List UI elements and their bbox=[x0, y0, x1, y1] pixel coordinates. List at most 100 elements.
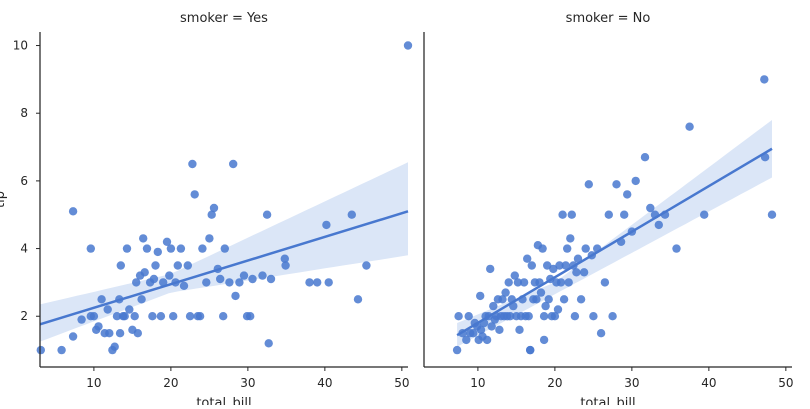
data-point bbox=[133, 329, 142, 338]
data-point bbox=[532, 295, 541, 304]
data-point bbox=[216, 274, 225, 284]
data-point bbox=[362, 261, 371, 270]
data-point bbox=[559, 295, 569, 304]
data-point bbox=[403, 41, 413, 50]
data-point bbox=[125, 305, 134, 314]
data-point bbox=[176, 244, 186, 253]
data-point bbox=[322, 220, 331, 230]
data-point bbox=[130, 312, 139, 321]
data-point bbox=[576, 295, 586, 304]
x-tick-label: 20 bbox=[547, 376, 562, 390]
data-point bbox=[219, 312, 228, 321]
data-point bbox=[462, 335, 471, 345]
data-point bbox=[566, 234, 575, 243]
data-point bbox=[486, 264, 495, 274]
data-point bbox=[313, 278, 322, 287]
data-point bbox=[231, 291, 240, 301]
data-point bbox=[596, 329, 606, 338]
data-point bbox=[142, 244, 152, 253]
x-tick-label: 50 bbox=[394, 376, 409, 390]
data-point bbox=[604, 210, 613, 219]
x-tick-label: 10 bbox=[470, 376, 485, 390]
data-point bbox=[572, 268, 581, 277]
data-point bbox=[68, 207, 78, 216]
data-point bbox=[553, 305, 563, 314]
data-point bbox=[148, 312, 157, 321]
data-point bbox=[68, 332, 78, 341]
data-point bbox=[527, 261, 536, 270]
data-point bbox=[561, 261, 570, 270]
data-point bbox=[489, 301, 498, 311]
data-point bbox=[122, 244, 132, 253]
y-axis-label: tip bbox=[0, 191, 8, 208]
data-point bbox=[165, 271, 174, 280]
data-point bbox=[510, 271, 519, 280]
data-point bbox=[151, 261, 160, 270]
data-point bbox=[513, 278, 523, 287]
data-point bbox=[482, 335, 492, 345]
data-point bbox=[220, 244, 229, 253]
data-point bbox=[506, 312, 515, 321]
data-point bbox=[523, 254, 532, 263]
data-point bbox=[103, 305, 112, 314]
data-point bbox=[207, 210, 216, 219]
x-tick-label: 30 bbox=[624, 376, 639, 390]
data-point bbox=[264, 339, 273, 348]
data-point bbox=[347, 210, 356, 219]
data-point bbox=[631, 176, 640, 186]
data-point bbox=[501, 288, 510, 297]
data-point bbox=[140, 268, 149, 277]
data-point bbox=[57, 345, 66, 355]
data-point bbox=[149, 274, 159, 284]
data-point bbox=[564, 278, 573, 287]
data-point bbox=[539, 312, 549, 321]
x-tick-label: 20 bbox=[163, 376, 178, 390]
data-point bbox=[137, 295, 146, 304]
data-point bbox=[620, 210, 629, 219]
x-tick-label: 40 bbox=[317, 376, 332, 390]
data-point bbox=[654, 220, 663, 230]
data-point bbox=[685, 122, 694, 131]
data-point bbox=[205, 234, 214, 243]
data-point bbox=[524, 312, 533, 321]
data-point bbox=[115, 329, 125, 338]
data-point bbox=[105, 329, 114, 338]
data-point bbox=[579, 268, 589, 277]
data-point bbox=[262, 210, 272, 219]
data-point bbox=[454, 312, 463, 321]
data-point bbox=[169, 312, 178, 321]
data-point bbox=[183, 261, 192, 270]
x-tick-label: 40 bbox=[701, 376, 716, 390]
y-tick-label: 2 bbox=[20, 309, 28, 323]
data-point bbox=[555, 261, 564, 270]
y-tick-label: 8 bbox=[20, 106, 28, 120]
y-tick-label: 6 bbox=[20, 174, 28, 188]
data-point bbox=[550, 312, 560, 321]
data-point bbox=[464, 312, 473, 321]
data-point bbox=[519, 278, 529, 287]
data-point bbox=[640, 153, 650, 162]
data-point bbox=[536, 288, 546, 297]
data-point bbox=[608, 312, 617, 321]
data-point bbox=[672, 244, 681, 253]
data-point bbox=[495, 325, 504, 334]
data-point bbox=[581, 244, 590, 253]
data-point bbox=[116, 261, 126, 270]
data-point bbox=[623, 190, 632, 199]
data-point bbox=[543, 261, 552, 270]
data-point bbox=[280, 254, 289, 263]
data-point bbox=[469, 329, 478, 338]
facet-smoker-no: 10 20 30 40 50 smoker = No total_bill bbox=[423, 11, 793, 409]
data-point bbox=[570, 312, 580, 321]
data-point bbox=[760, 75, 769, 84]
data-point bbox=[112, 312, 122, 321]
data-point bbox=[190, 190, 199, 199]
data-point bbox=[266, 274, 276, 284]
x-tick-label: 10 bbox=[86, 376, 101, 390]
data-point bbox=[166, 244, 176, 253]
data-point bbox=[139, 234, 148, 243]
data-point bbox=[89, 312, 99, 321]
data-point bbox=[498, 295, 507, 304]
data-point bbox=[544, 295, 553, 304]
